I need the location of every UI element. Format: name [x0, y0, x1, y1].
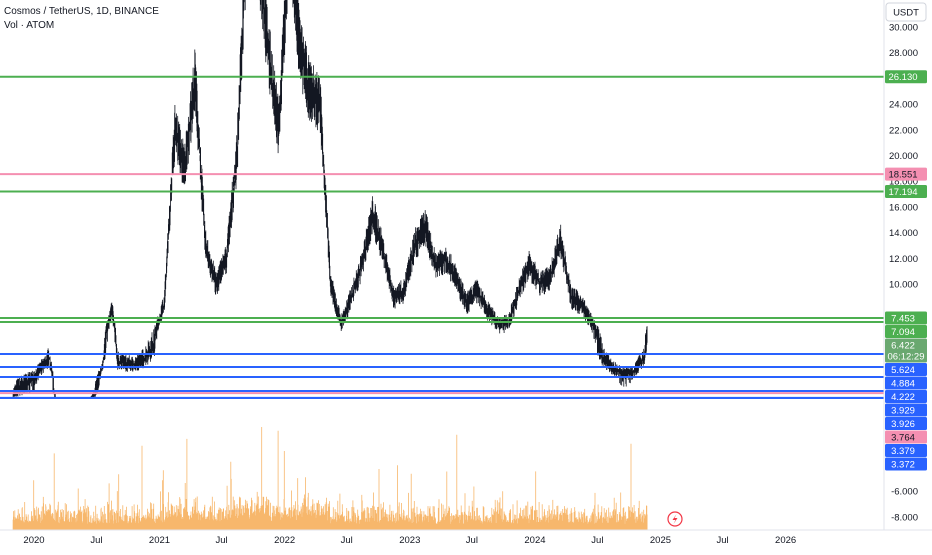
time-axis-label: 2024 [524, 535, 545, 546]
level-tag-label: 17.194 [888, 187, 917, 198]
volume-axis-label: -8.000 [891, 513, 918, 524]
level-tag-label: 4.222 [891, 392, 915, 403]
level-tag-label: 5.624 [891, 365, 915, 376]
level-tag-label: 3.926 [891, 419, 915, 430]
volume-bars [12, 427, 648, 530]
level-tag [885, 390, 927, 403]
level-tag-label: 4.884 [891, 379, 915, 390]
volume-axis-label: -6.000 [891, 487, 918, 498]
price-axis-label: 20.000 [889, 151, 918, 162]
time-axis-label: Jul [215, 535, 227, 546]
replay-icon[interactable] [667, 511, 683, 527]
price-axis-label: 28.000 [889, 48, 918, 59]
time-axis-label: 2025 [650, 535, 671, 546]
level-tag-label: 3.379 [891, 446, 915, 457]
level-tag [885, 417, 927, 430]
level-tag [885, 376, 927, 390]
horizontal-levels[interactable] [0, 75, 884, 399]
level-tag [885, 444, 927, 457]
time-axis-label: Jul [341, 535, 353, 546]
chart-legend: Cosmos / TetherUS, 1D, BINANCE Vol · ATO… [4, 5, 159, 33]
price-axis-label: 30.000 [889, 23, 918, 34]
last-price-tag [885, 338, 927, 363]
level-tag-label: 7.094 [891, 327, 915, 338]
level-tag [885, 167, 927, 181]
level-tag [885, 325, 927, 338]
price-axis-label: 18.000 [889, 177, 918, 188]
time-axis-label: 2021 [149, 535, 170, 546]
time-axis-label: Jul [466, 535, 478, 546]
time-axis-label: Jul [591, 535, 603, 546]
time-axis-label: 2026 [775, 535, 796, 546]
time-axis-label: 2022 [274, 535, 295, 546]
time-axis-label: 2020 [23, 535, 44, 546]
level-tag [885, 311, 927, 325]
price-axis-label: 12.000 [889, 254, 918, 265]
volume-histogram [12, 427, 648, 530]
level-tag [885, 363, 927, 376]
level-tag-label: 3.372 [891, 460, 915, 471]
level-tag-label: 7.453 [891, 314, 915, 325]
level-tag [885, 430, 927, 444]
time-axis-label: Jul [90, 535, 102, 546]
time-axis-label: 2023 [399, 535, 420, 546]
level-tag [885, 403, 927, 417]
price-axis-label: 10.000 [889, 280, 918, 291]
countdown-label: 06:12:29 [888, 352, 925, 363]
level-tag [885, 70, 927, 84]
currency-button-label[interactable]: USDT [893, 8, 919, 19]
level-tag-label: 18.551 [888, 170, 917, 181]
level-tag [885, 185, 927, 199]
volume-legend[interactable]: Vol · ATOM [4, 20, 55, 31]
price-axis-label: 16.000 [889, 202, 918, 213]
symbol-title[interactable]: Cosmos / TetherUS, 1D, BINANCE [4, 6, 159, 17]
price-axis-label: 22.000 [889, 125, 918, 136]
price-axis-label: 24.000 [889, 100, 918, 111]
level-tag-label: 3.764 [891, 433, 915, 444]
level-tag-label: 3.929 [891, 406, 915, 417]
last-price-label: 6.422 [891, 341, 915, 352]
level-tag-label: 26.130 [888, 72, 917, 83]
level-tag [885, 457, 927, 471]
price-axis-label: 14.000 [889, 228, 918, 239]
price-tags: 26.130 18.551 17.194 7.453 7.094 6.42206:12:2… [885, 70, 927, 471]
time-axis[interactable]: 2020 Jul 2021 Jul 2022 Jul 2023 Jul 2024 Jul 2025 J… [0, 529, 932, 546]
time-axis-label: Jul [716, 535, 728, 546]
currency-button[interactable] [885, 2, 927, 22]
